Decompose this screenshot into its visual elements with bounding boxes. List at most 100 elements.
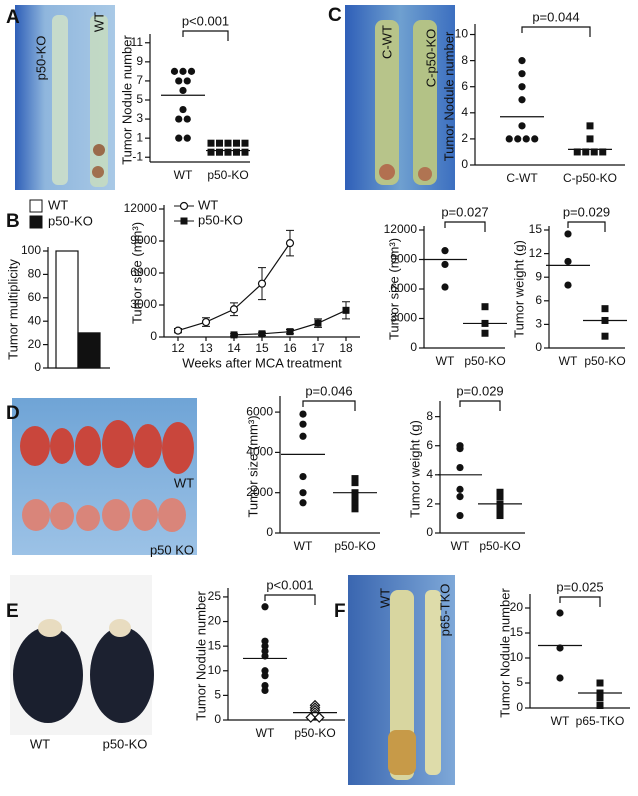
x-tick-label: WT bbox=[174, 168, 193, 182]
dot bbox=[556, 644, 564, 652]
dot bbox=[173, 326, 183, 335]
dot bbox=[456, 511, 464, 520]
panel-label: B bbox=[6, 211, 20, 232]
photo-label: WT bbox=[377, 588, 392, 608]
dot bbox=[456, 463, 464, 472]
y-tick-label: 0 bbox=[266, 525, 273, 539]
y-tick-label: 6000 bbox=[246, 404, 273, 418]
dot bbox=[261, 652, 269, 660]
dot bbox=[286, 328, 294, 336]
dot bbox=[216, 148, 223, 156]
y-tick-label: 12000 bbox=[384, 222, 418, 236]
p-value: p=0.025 bbox=[556, 579, 603, 594]
line bbox=[177, 242, 291, 332]
dot bbox=[170, 67, 179, 75]
y-tick-label: 10 bbox=[208, 663, 222, 677]
y-tick-label: 11 bbox=[131, 35, 144, 49]
dot bbox=[233, 148, 240, 156]
x-tick-label: p65-TKO bbox=[576, 714, 625, 728]
dot bbox=[187, 67, 196, 75]
dot bbox=[261, 603, 269, 611]
dot bbox=[456, 493, 464, 501]
y-tick-label: 0 bbox=[34, 360, 41, 374]
photo-label: C-WT bbox=[379, 25, 394, 59]
y-tick-label: 0 bbox=[426, 525, 433, 539]
y-tick-label: 6 bbox=[426, 438, 433, 452]
y-tick-label: 80 bbox=[28, 267, 42, 281]
y-tick-label: 5 bbox=[516, 675, 523, 689]
panel-label: A bbox=[6, 7, 20, 28]
dot bbox=[556, 674, 564, 682]
y-tick-label: 12000 bbox=[124, 201, 158, 215]
dot bbox=[518, 96, 526, 104]
dot bbox=[522, 135, 530, 143]
x-tick-label: p50-KO bbox=[464, 354, 505, 368]
dot bbox=[257, 279, 267, 288]
p-value: p<0.001 bbox=[266, 577, 313, 592]
y-axis-label: Tumor weight (g) bbox=[407, 420, 422, 518]
bracket bbox=[559, 596, 601, 607]
dot bbox=[518, 70, 526, 78]
x-tick-label: 13 bbox=[199, 341, 213, 355]
x-tick-label: WT bbox=[294, 539, 313, 553]
panel-label: C bbox=[328, 5, 342, 26]
dot bbox=[351, 493, 359, 501]
photo-label: p50 KO bbox=[150, 542, 194, 557]
y-axis-label: Tumor size (mm³) bbox=[245, 415, 260, 517]
y-tick-label: 3 bbox=[535, 317, 542, 331]
y-tick-label: 0 bbox=[535, 340, 542, 354]
dot bbox=[183, 134, 191, 142]
y-axis-label: Tumor size (mm³) bbox=[129, 222, 144, 324]
dot bbox=[496, 493, 504, 501]
x-tick-label: p50-KO bbox=[294, 726, 335, 740]
dot bbox=[351, 479, 359, 487]
dot bbox=[582, 148, 590, 156]
y-tick-label: 8 bbox=[461, 53, 468, 67]
dot bbox=[496, 503, 504, 511]
y-tick-label: 40 bbox=[28, 313, 42, 327]
dot bbox=[241, 139, 249, 147]
y-tick-label: 10 bbox=[455, 27, 469, 41]
y-tick-label: 4 bbox=[426, 467, 433, 481]
photo-a bbox=[15, 5, 115, 190]
y-tick-label: 12 bbox=[529, 246, 543, 260]
legend-swatch bbox=[29, 215, 43, 229]
y-tick-label: 15 bbox=[529, 222, 543, 236]
y-tick-label: 0 bbox=[214, 712, 221, 726]
bracket bbox=[264, 594, 316, 605]
dot bbox=[351, 505, 359, 513]
dot bbox=[496, 507, 504, 515]
p-value: p=0.044 bbox=[532, 9, 579, 24]
dot bbox=[299, 499, 307, 507]
y-tick-label: 6 bbox=[461, 79, 468, 93]
legend-label: p50-KO bbox=[48, 213, 93, 228]
y-axis-label: Tumor Nodule number bbox=[193, 591, 208, 721]
dot bbox=[299, 472, 307, 481]
dot bbox=[175, 115, 183, 123]
y-tick-label: 100 bbox=[21, 243, 41, 257]
photo-d bbox=[12, 398, 197, 555]
y-tick-label: 3000 bbox=[130, 297, 157, 311]
dot bbox=[514, 135, 522, 143]
dot bbox=[481, 303, 489, 311]
dot bbox=[299, 410, 307, 418]
bar bbox=[77, 332, 101, 369]
dot bbox=[596, 694, 604, 702]
x-tick-label: p50-KO bbox=[207, 168, 248, 182]
dot bbox=[342, 306, 350, 314]
y-axis-label: Tumor Nodule number bbox=[441, 31, 456, 161]
y-tick-label: 0 bbox=[150, 329, 157, 343]
dot bbox=[229, 305, 239, 314]
dot bbox=[207, 148, 215, 156]
y-tick-label: 1 bbox=[136, 130, 143, 144]
dot bbox=[175, 134, 183, 142]
dot bbox=[207, 139, 215, 147]
dot bbox=[351, 475, 359, 483]
legend-label: WT bbox=[48, 197, 68, 212]
y-tick-label: 9000 bbox=[130, 233, 157, 247]
dot bbox=[564, 281, 572, 289]
dot bbox=[261, 672, 269, 680]
legend-label: p50-KO bbox=[198, 212, 243, 227]
y-tick-label: 4 bbox=[461, 105, 468, 119]
dot bbox=[179, 105, 187, 114]
